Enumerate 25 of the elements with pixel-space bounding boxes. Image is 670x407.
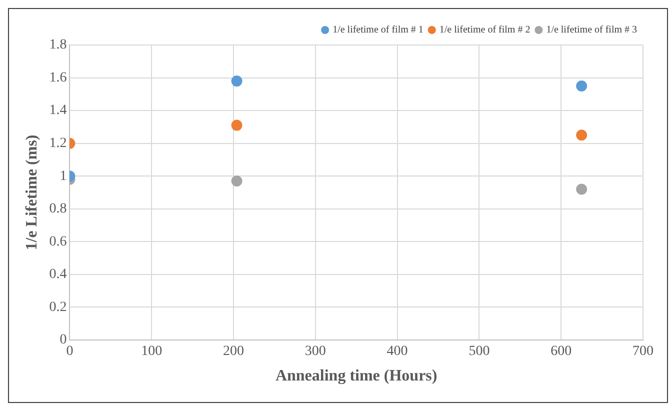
y-axis-title: 1/e Lifetime (ms) bbox=[24, 134, 41, 250]
legend-label: 1/e lifetime of film # 1 bbox=[332, 24, 424, 36]
y-tick-label: 1 bbox=[60, 168, 67, 184]
y-tick-label: 0.6 bbox=[49, 234, 67, 250]
point bbox=[576, 130, 588, 141]
legend-label: 1/e lifetime of film # 3 bbox=[546, 24, 637, 36]
y-tick-label: 1.2 bbox=[49, 136, 67, 152]
y-tick-label: 0 bbox=[60, 332, 67, 348]
y-tick-label: 0.4 bbox=[49, 267, 67, 282]
y-tick-label: 0.2 bbox=[49, 300, 67, 315]
x-tick-label: 200 bbox=[223, 344, 244, 360]
y-tick-label: 1.6 bbox=[49, 70, 67, 86]
y-tick-label: 1.8 bbox=[49, 38, 67, 53]
x-tick-label: 300 bbox=[304, 344, 326, 360]
legend-label: 1/e lifetime of film # 2 bbox=[439, 24, 530, 36]
x-tick-label: 100 bbox=[141, 344, 162, 360]
y-tick-label: 0.8 bbox=[49, 202, 67, 217]
x-axis-title: Annealing time (Hours) bbox=[275, 368, 438, 385]
point bbox=[576, 184, 588, 195]
x-tick-label: 600 bbox=[550, 344, 572, 360]
x-tick-label: 400 bbox=[386, 344, 408, 360]
y-tick-label: 1.4 bbox=[49, 103, 67, 118]
x-tick-label: 700 bbox=[632, 344, 654, 360]
point bbox=[576, 80, 588, 92]
x-tick-label: 500 bbox=[468, 344, 490, 360]
